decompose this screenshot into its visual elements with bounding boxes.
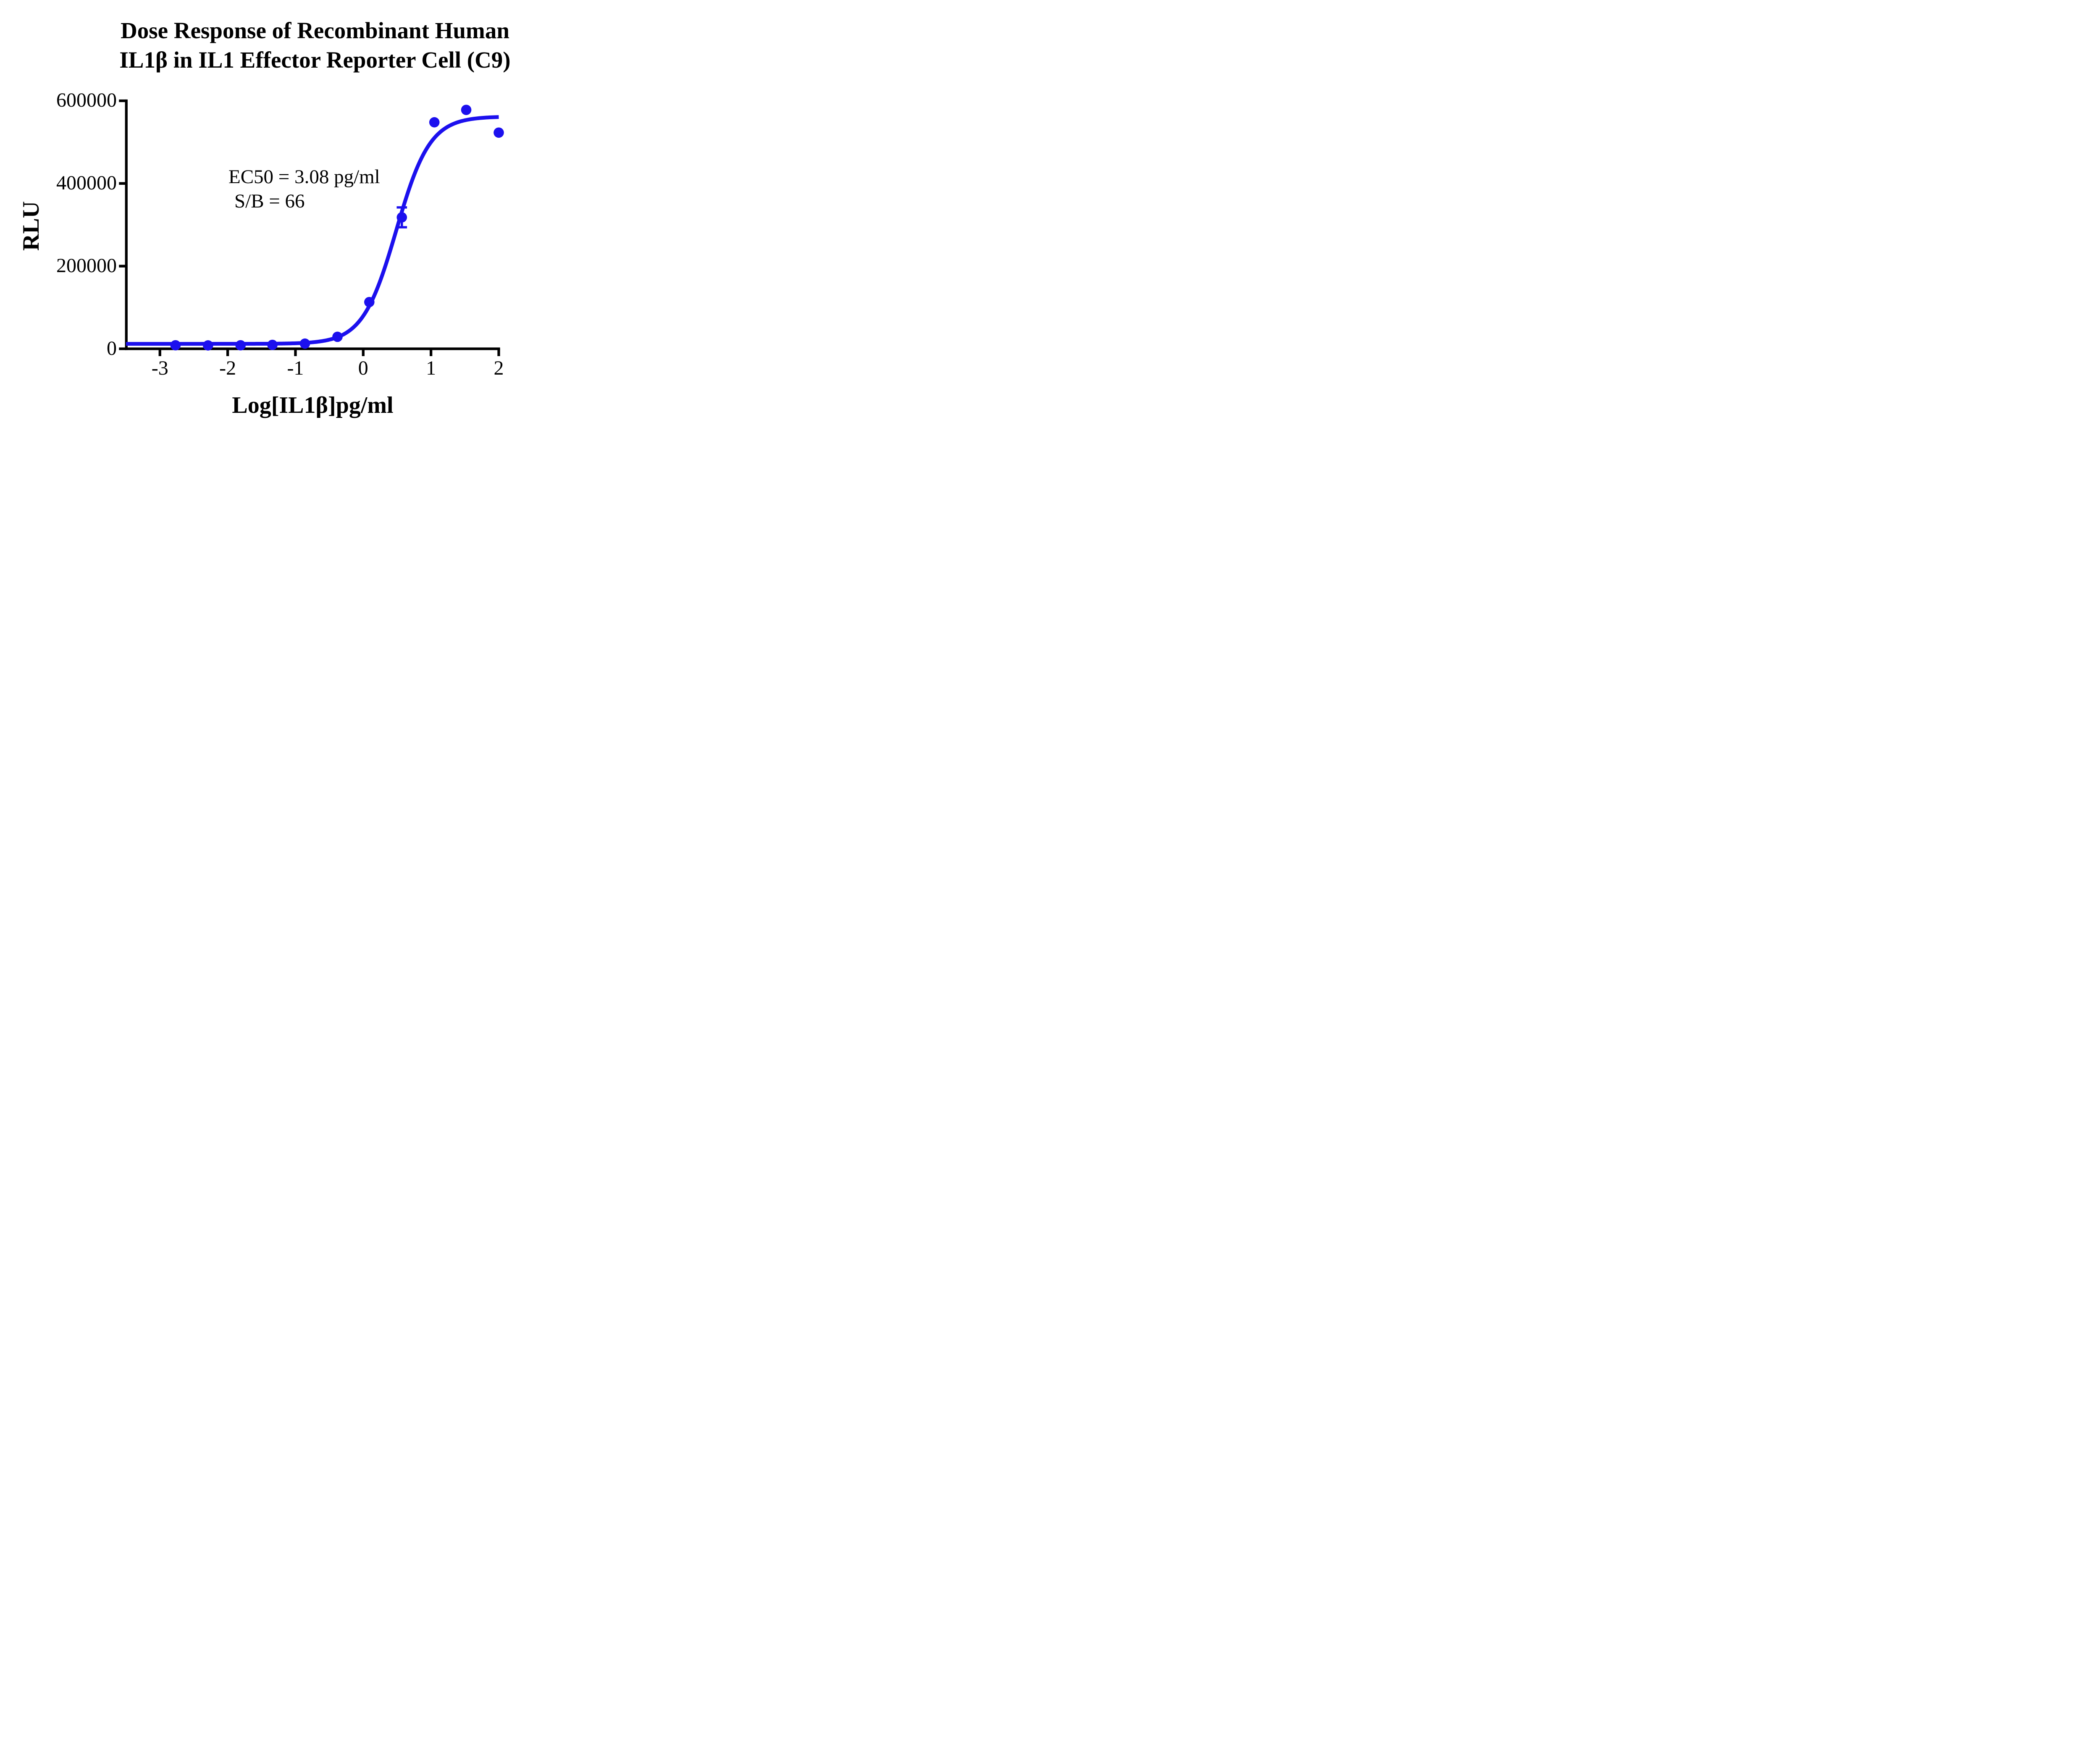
y-tick-label-400000: 400000 [56, 171, 117, 194]
data-point [235, 340, 246, 351]
data-point [494, 127, 504, 138]
data-point [429, 117, 440, 128]
x-tick-label-neg1: -1 [287, 357, 304, 379]
data-point [332, 331, 343, 342]
chart-title: Dose Response of Recombinant Human IL1β … [72, 16, 558, 75]
ec50-annotation: EC50 = 3.08 pg/ml [228, 166, 380, 188]
data-point [267, 339, 278, 350]
data-point [203, 340, 213, 351]
x-tick-label-0: 0 [358, 357, 368, 379]
y-axis-title: RLU [18, 201, 44, 251]
x-tick-label-neg2: -2 [219, 357, 236, 379]
data-point [299, 338, 310, 349]
x-tick-label-1: 1 [426, 357, 436, 379]
y-tick-label-0: 0 [107, 337, 117, 359]
data-point [170, 340, 181, 351]
y-tick-label-600000: 600000 [56, 89, 117, 112]
data-point [364, 296, 375, 307]
data-point [461, 105, 472, 115]
plot-area [119, 99, 504, 356]
x-tick-label-2: 2 [494, 357, 504, 379]
chart-title-line1: Dose Response of Recombinant Human [121, 18, 509, 43]
chart-title-line2: IL1β in IL1 Effector Reporter Cell (C9) [119, 47, 511, 73]
data-point [396, 212, 407, 223]
fit-curve [126, 115, 499, 346]
x-axis-title: Log[IL1β]pg/ml [232, 392, 394, 418]
y-tick-label-200000: 200000 [56, 254, 117, 277]
x-tick-label-neg3: -3 [151, 357, 168, 379]
dose-response-chart-figure: Dose Response of Recombinant Human IL1β … [0, 0, 558, 434]
sb-annotation: S/B = 66 [234, 190, 305, 212]
